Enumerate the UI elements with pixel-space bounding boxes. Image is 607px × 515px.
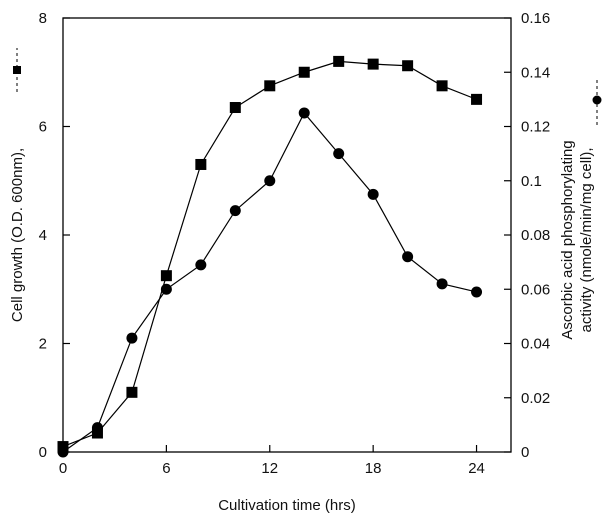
square-data-point [160,270,172,282]
y-right-tick-label: 0.14 [521,64,550,81]
circle-data-point [471,286,483,298]
square-data-point [367,58,379,70]
square-data-point [126,386,138,398]
y-right-tick-label: 0.12 [521,119,550,136]
circle-data-point [367,188,379,200]
square-data-point [333,55,345,67]
circle-data-point [436,278,448,290]
circle-data-point [160,283,172,295]
right-legend-glyph [592,80,602,125]
circle-data-point [57,446,69,458]
circle-data-point [333,148,345,160]
y-right-tick-label: 0 [521,444,529,461]
circle-data-point [402,251,414,263]
circle-data-point [91,422,103,434]
y-left-axis-title: Cell growth (O.D. 600nm), [9,148,26,322]
y-right-axis-title-line2: activity (nmole/min/mg cell), [578,147,595,332]
y-left-tick-label: 8 [39,10,47,27]
y-left-axis-ticks: 0 2 4 6 8 [39,10,70,461]
y-right-axis-ticks: 0 0.02 0.04 0.06 0.08 0.1 0.12 0.14 0.16 [504,10,550,461]
x-axis-title: Cultivation time (hrs) [218,497,356,514]
square-data-point [436,80,448,92]
y-right-tick-label: 0.06 [521,281,550,298]
y-left-tick-label: 2 [39,336,47,353]
x-axis-ticks: 0 6 12 18 24 [59,445,485,477]
y-left-axis-title-group: Cell growth (O.D. 600nm), [9,148,26,322]
y-right-axis-title-group: Ascorbic acid phosphorylating activity (… [559,140,595,339]
circle-data-point [126,332,138,344]
y-right-tick-label: 0.04 [521,336,550,353]
circle-data-point [195,259,207,271]
square-data-point [264,80,276,92]
circle-data-point [298,107,310,119]
legend-square-marker-icon [13,66,21,74]
y-right-tick-label: 0.08 [521,227,550,244]
square-data-point [195,158,207,170]
square-data-point [471,93,483,105]
legend-circle-marker-icon [592,95,602,105]
circle-data-point [229,205,241,217]
x-tick-label: 12 [261,460,278,477]
y-left-tick-label: 4 [39,227,47,244]
y-right-tick-label: 0.16 [521,10,550,27]
y-right-tick-label: 0.1 [521,173,542,190]
square-series-line [62,60,477,448]
x-tick-label: 18 [365,460,382,477]
series-layer [57,55,483,458]
y-right-axis-title-line1: Ascorbic acid phosphorylating [559,140,576,339]
y-left-tick-label: 0 [39,444,47,461]
square-data-point [298,66,310,78]
left-legend-glyph [13,48,21,92]
circle-data-point [264,175,276,187]
x-tick-label: 24 [468,460,485,477]
y-right-tick-label: 0.02 [521,390,550,407]
x-tick-label: 6 [162,460,170,477]
square-data-point [229,102,241,114]
x-tick-label: 0 [59,460,67,477]
y-left-tick-label: 6 [39,119,47,136]
square-data-point [402,60,414,72]
